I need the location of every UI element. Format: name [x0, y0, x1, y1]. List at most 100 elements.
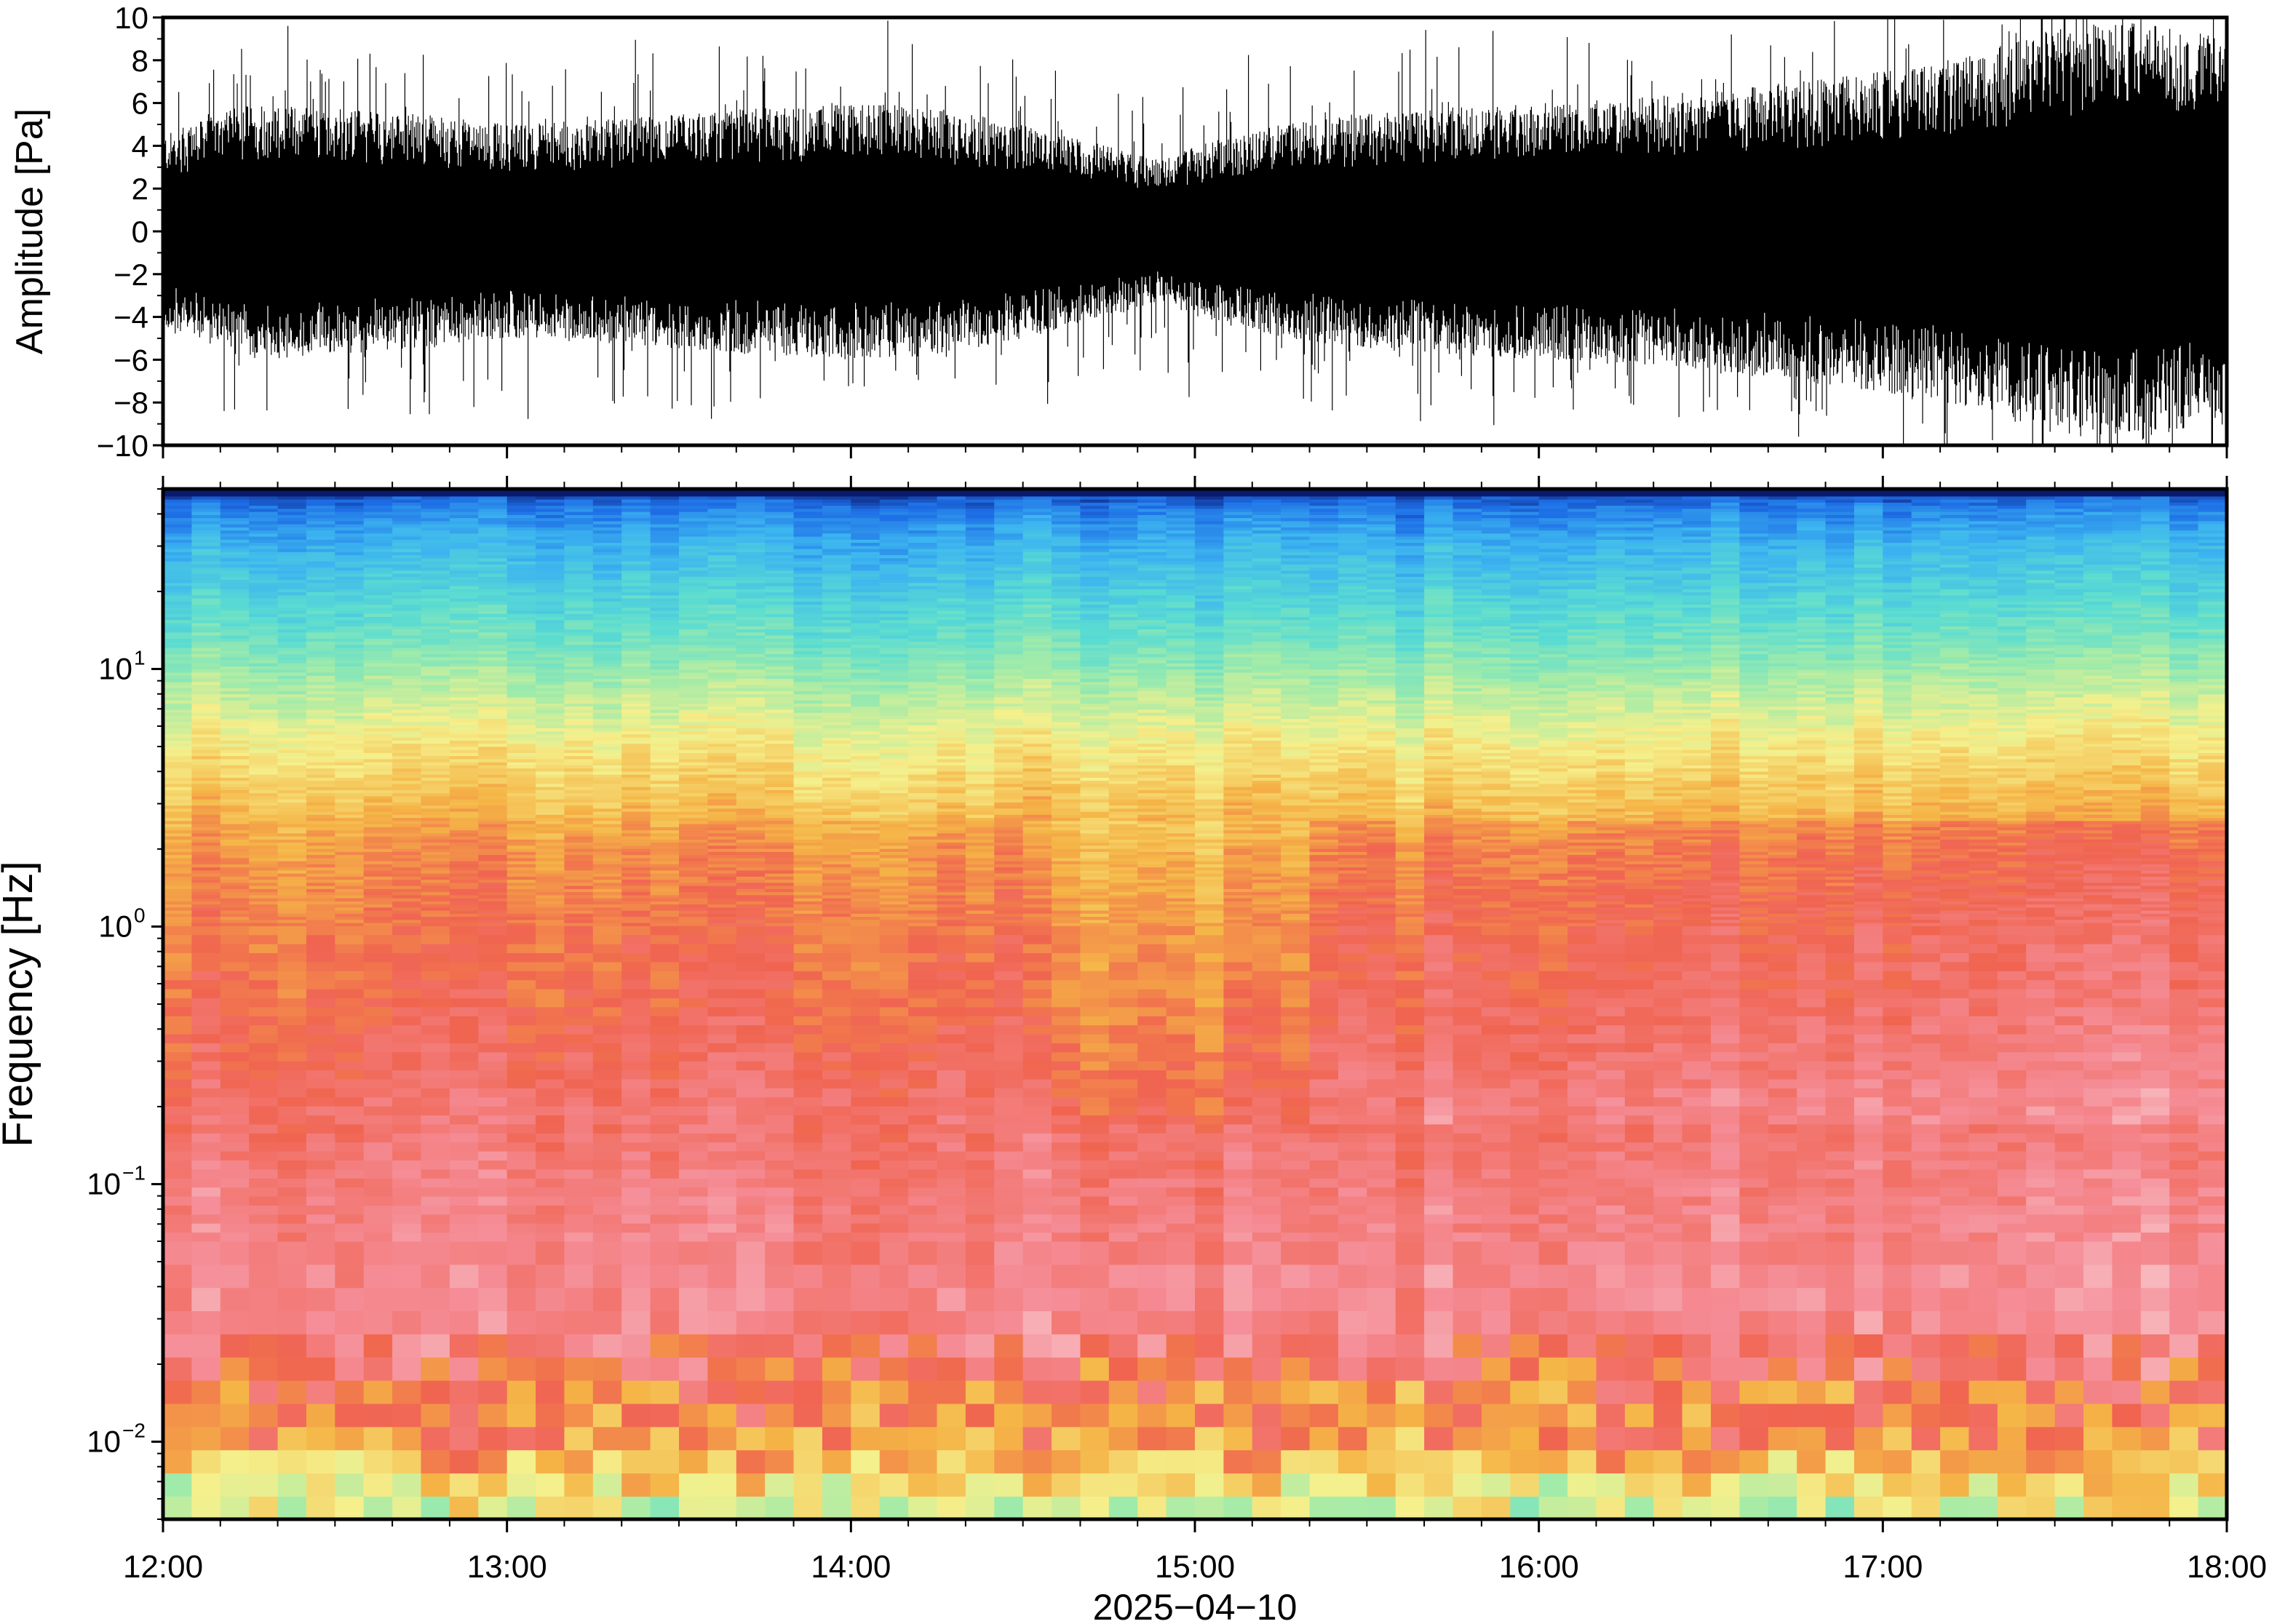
spectrogram-cell: [478, 629, 508, 633]
spectrogram-cell: [879, 632, 909, 636]
spectrogram-cell: [478, 897, 508, 901]
spectrogram-cell: [851, 712, 881, 716]
spectrogram-cell: [765, 607, 795, 611]
amplitude-y-tick-label: 10: [114, 1, 148, 35]
spectrogram-cell: [650, 684, 680, 688]
spectrogram-cell: [191, 690, 221, 695]
spectrogram-cell: [765, 926, 795, 936]
spectrogram-cell: [191, 835, 221, 840]
spectrogram-cell: [564, 567, 594, 571]
spectrogram-cell: [851, 545, 881, 549]
spectrogram-cell: [564, 520, 594, 525]
spectrogram-cell: [191, 820, 221, 824]
spectrogram-cell: [822, 622, 852, 626]
spectrogram-cell: [335, 854, 365, 859]
spectrogram-cell: [449, 728, 480, 732]
spectrogram-cell: [707, 904, 737, 908]
spectrogram-cell: [736, 1070, 766, 1080]
spectrogram-cell: [277, 1195, 307, 1206]
spectrogram-cell: [421, 827, 450, 831]
spectrogram-cell: [277, 709, 307, 713]
spectrogram-cell: [277, 773, 307, 778]
spectrogram-cell: [506, 576, 536, 581]
spectrogram-cell: [707, 1150, 737, 1161]
spectrogram-cell: [363, 761, 393, 765]
spectrogram-cell: [191, 560, 221, 565]
spectrogram-cell: [478, 666, 508, 670]
spectrogram-cell: [191, 687, 221, 691]
spectrogram-cell: [306, 842, 336, 846]
spectrogram-cell: [650, 1051, 680, 1062]
spectrogram-cell: [335, 743, 365, 747]
spectrogram-cell: [650, 786, 680, 790]
spectrogram-cell: [536, 619, 565, 624]
spectrogram-cell: [650, 585, 680, 589]
spectrogram-cell: [536, 674, 565, 679]
spectrogram-cell: [851, 1222, 881, 1233]
spectrogram-cell: [220, 736, 250, 741]
spectrogram-cell: [536, 579, 565, 584]
spectrogram-cell: [679, 1078, 709, 1088]
spectrogram-cell: [163, 814, 193, 819]
spectrogram-cell: [277, 1024, 307, 1035]
spectrogram-cell: [564, 1187, 594, 1197]
spectrogram-cell: [621, 493, 651, 497]
spectrogram-cell: [822, 771, 852, 775]
spectrogram-cell: [592, 545, 623, 549]
spectrogram-cell: [564, 827, 594, 831]
spectrogram-cell: [306, 523, 336, 528]
spectrogram-cell: [736, 669, 766, 673]
spectrogram-cell: [851, 589, 881, 593]
spectrogram-cell: [335, 1195, 365, 1206]
spectrogram-cell: [335, 1169, 365, 1179]
spectrogram-cell: [277, 1123, 307, 1134]
spectrogram-cell: [879, 687, 909, 691]
spectrogram-cell: [564, 674, 594, 679]
spectrogram-cell: [822, 904, 852, 908]
spectrogram-cell: [277, 619, 307, 624]
spectrogram-cell: [392, 805, 422, 809]
spectrogram-cell: [421, 1232, 450, 1242]
spectrogram-cell: [277, 817, 307, 821]
spectrogram-cell: [564, 594, 594, 599]
spectrogram-cell: [851, 1051, 881, 1062]
spectrogram-cell: [765, 1473, 795, 1497]
spectrogram-cell: [163, 570, 193, 574]
spectrogram-cell: [736, 1214, 766, 1224]
spectrogram-cell: [363, 502, 393, 506]
spectrogram-cell: [707, 1160, 737, 1170]
spectrogram-cell: [822, 773, 852, 778]
spectrogram-cell: [793, 814, 823, 819]
spectrogram-cell: [765, 629, 795, 633]
spectrogram-cell: [306, 650, 336, 655]
spectrogram-cell: [765, 783, 795, 787]
spectrogram-cell: [220, 869, 250, 874]
spectrogram-cell: [191, 678, 221, 682]
spectrogram-cell: [879, 634, 909, 639]
spectrogram-cell: [650, 907, 680, 911]
spectrogram-cell: [879, 768, 909, 772]
spectrogram-cell: [449, 864, 480, 868]
spectrogram-cell: [650, 629, 680, 633]
spectrogram-cell: [564, 607, 594, 611]
spectrogram-cell: [478, 699, 508, 704]
spectrogram-cell: [163, 542, 193, 546]
spectrogram-cell: [506, 557, 536, 562]
spectrogram-cell: [335, 511, 365, 515]
spectrogram-cell: [421, 715, 450, 720]
spectrogram-cell: [421, 681, 450, 685]
spectrogram-cell: [220, 1006, 250, 1016]
spectrogram-cell: [564, 897, 594, 901]
spectrogram-cell: [564, 872, 594, 877]
spectrogram-cell: [392, 693, 422, 698]
spectrogram-cell: [306, 530, 336, 534]
spectrogram-cell: [478, 613, 508, 618]
spectrogram-cell: [220, 1356, 250, 1381]
spectrogram-cell: [707, 644, 737, 648]
spectrogram-cell: [822, 835, 852, 840]
spectrogram-cell: [679, 656, 709, 661]
spectrogram-cell: [449, 904, 480, 908]
spectrogram-cell: [621, 1380, 651, 1404]
spectrogram-cell: [363, 1015, 393, 1026]
spectrogram-cell: [363, 952, 393, 963]
